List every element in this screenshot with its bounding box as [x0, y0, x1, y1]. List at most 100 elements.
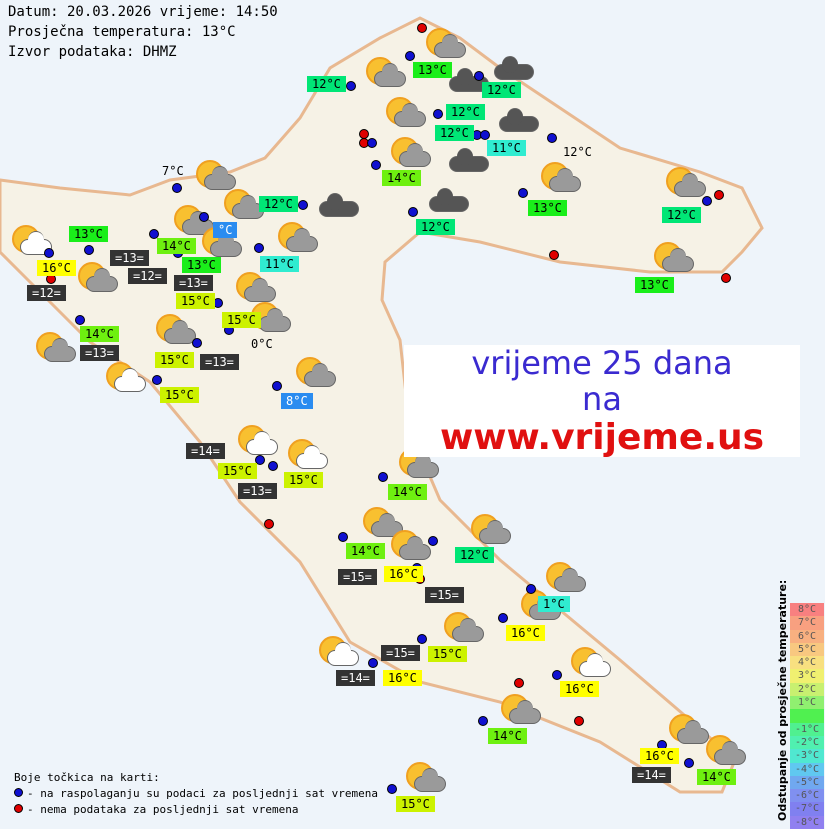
- station-dot[interactable]: [378, 472, 388, 482]
- partly-cloudy-icon: [230, 270, 278, 306]
- station-dot[interactable]: [428, 536, 438, 546]
- station-dot[interactable]: [298, 200, 308, 210]
- legend-available-text: - na raspolaganju su podaci za posljednj…: [27, 787, 378, 800]
- temp-label: 8°C: [281, 393, 313, 409]
- partly-cloudy-icon: [100, 360, 148, 396]
- station-dot[interactable]: [433, 109, 443, 119]
- station-dot[interactable]: [75, 315, 85, 325]
- temp-label: 11°C: [487, 140, 526, 156]
- scale-step: -7°C: [790, 802, 824, 816]
- station-dot[interactable]: [346, 81, 356, 91]
- temp-label: 12°C: [482, 82, 521, 98]
- partly-cloudy-icon: [380, 95, 428, 131]
- red-dot-icon: [14, 804, 23, 813]
- station-dot-missing[interactable]: [549, 250, 559, 260]
- station-dot[interactable]: [526, 584, 536, 594]
- station-dot-missing[interactable]: [417, 23, 427, 33]
- scale-step: 6°C: [790, 629, 824, 643]
- station-dot[interactable]: [684, 758, 694, 768]
- scale-step: 4°C: [790, 656, 824, 670]
- station-dot[interactable]: [387, 784, 397, 794]
- temp-label: 14°C: [382, 170, 421, 186]
- station-dot[interactable]: [149, 229, 159, 239]
- temp-label: 12°C: [259, 196, 298, 212]
- partly-cloudy-icon: [420, 26, 468, 62]
- scale-step: -6°C: [790, 789, 824, 803]
- scale-step: -3°C: [790, 749, 824, 763]
- temp-label: 14°C: [697, 769, 736, 785]
- scale-title: Odstupanje od prosječne temperature:: [776, 579, 789, 821]
- partly-cloudy-icon: [357, 505, 405, 541]
- temp-label: °C: [213, 222, 238, 238]
- station-dot[interactable]: [498, 613, 508, 623]
- station-dot[interactable]: [192, 338, 202, 348]
- station-dot[interactable]: [405, 51, 415, 61]
- station-dot[interactable]: [547, 133, 557, 143]
- station-dot-missing[interactable]: [714, 190, 724, 200]
- station-dot-missing[interactable]: [514, 678, 524, 688]
- temp-label: 12°C: [416, 219, 455, 235]
- legend-available: - na raspolaganju su podaci za posljednj…: [14, 786, 378, 802]
- sea-temp-label: =14=: [336, 670, 375, 686]
- station-dot[interactable]: [152, 375, 162, 385]
- promo-url-link[interactable]: www.vrijeme.us: [439, 417, 765, 458]
- station-dot[interactable]: [268, 461, 278, 471]
- station-dot[interactable]: [408, 207, 418, 217]
- station-dot[interactable]: [702, 196, 712, 206]
- legend-missing-text: - nema podataka za posljednji sat vremen…: [27, 803, 299, 816]
- promo-line-1: vrijeme 25 dana: [471, 344, 733, 382]
- avg-temp-line: Prosječna temperatura: 13°C: [8, 24, 236, 40]
- station-dot-missing[interactable]: [574, 716, 584, 726]
- scale-step: 1°C: [790, 696, 824, 710]
- partly-cloudy-icon: [438, 610, 486, 646]
- partly-cloudy-icon: [535, 160, 583, 196]
- sea-temp-label: =13=: [110, 250, 149, 266]
- partly-cloudy-icon: [150, 312, 198, 348]
- promo-banner[interactable]: vrijeme 25 dana na www.vrijeme.us: [404, 344, 800, 458]
- temp-label: 13°C: [182, 257, 221, 273]
- cloud-icon: [445, 140, 493, 176]
- temp-label: 14°C: [388, 484, 427, 500]
- temp-label: 15°C: [284, 472, 323, 488]
- partly-cloudy-icon: [282, 437, 330, 473]
- station-dot[interactable]: [44, 248, 54, 258]
- station-dot[interactable]: [272, 381, 282, 391]
- partly-cloudy-icon: [232, 423, 280, 459]
- partly-cloudy-icon: [190, 158, 238, 194]
- sea-temp-label: =13=: [200, 354, 239, 370]
- temp-label: 11°C: [260, 256, 299, 272]
- station-dot[interactable]: [254, 243, 264, 253]
- scale-step: 3°C: [790, 669, 824, 683]
- station-dot[interactable]: [367, 138, 377, 148]
- station-dot[interactable]: [368, 658, 378, 668]
- blue-dot-icon: [14, 788, 23, 797]
- temp-label: 14°C: [488, 728, 527, 744]
- temp-label: 16°C: [506, 625, 545, 641]
- legend-missing: - nema podataka za posljednji sat vremen…: [14, 802, 378, 818]
- station-dot[interactable]: [480, 130, 490, 140]
- temp-label: 15°C: [176, 293, 215, 309]
- source-line: Izvor podataka: DHMZ: [8, 44, 177, 60]
- station-dot[interactable]: [338, 532, 348, 542]
- partly-cloudy-icon: [663, 712, 711, 748]
- partly-cloudy-icon: [700, 733, 748, 769]
- station-dot[interactable]: [199, 212, 209, 222]
- station-dot[interactable]: [518, 188, 528, 198]
- station-dot[interactable]: [172, 183, 182, 193]
- station-dot[interactable]: [255, 455, 265, 465]
- station-dot[interactable]: [474, 71, 484, 81]
- sea-temp-label: =15=: [338, 569, 377, 585]
- station-dot[interactable]: [371, 160, 381, 170]
- temp-label: 13°C: [528, 200, 567, 216]
- temp-label: 16°C: [560, 681, 599, 697]
- station-dot[interactable]: [552, 670, 562, 680]
- sea-temp-label: =13=: [80, 345, 119, 361]
- station-dot-missing[interactable]: [264, 519, 274, 529]
- station-dot[interactable]: [478, 716, 488, 726]
- station-dot[interactable]: [84, 245, 94, 255]
- date-line: Datum: 20.03.2026 vrijeme: 14:50: [8, 4, 278, 20]
- station-dot-missing[interactable]: [721, 273, 731, 283]
- station-dot[interactable]: [417, 634, 427, 644]
- temp-label: 16°C: [37, 260, 76, 276]
- sea-temp-label: =12=: [27, 285, 66, 301]
